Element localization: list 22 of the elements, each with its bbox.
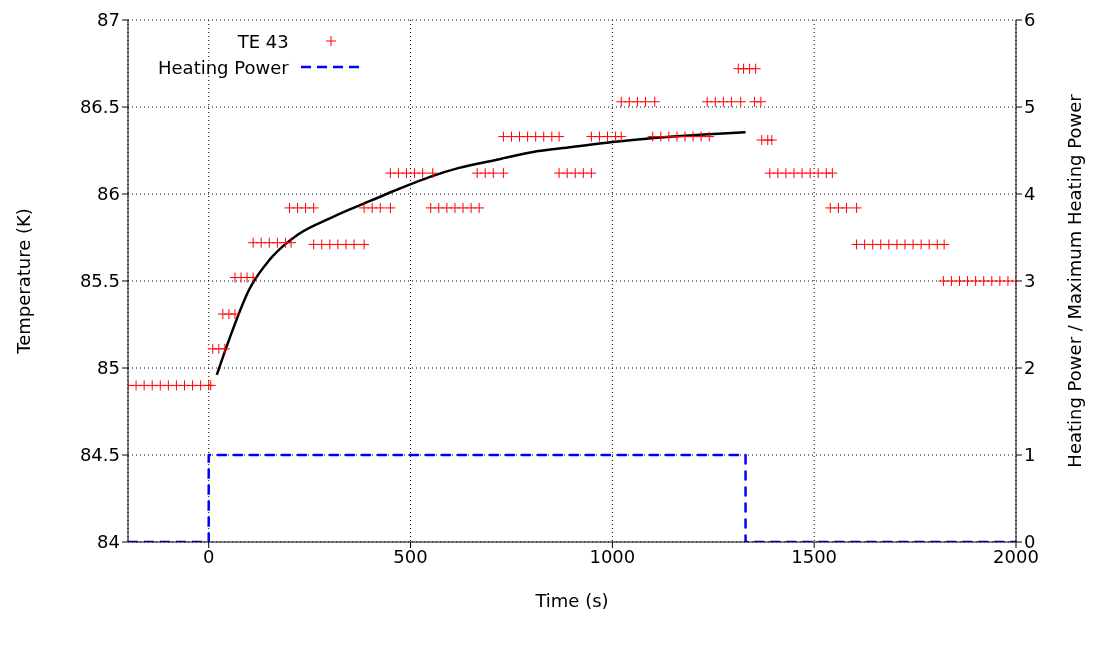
- y2-tick-label: 4: [1024, 183, 1036, 205]
- y-tick-label: 87: [97, 9, 120, 31]
- y2-tick-label: 1: [1024, 444, 1036, 466]
- y-tick-label: 85: [97, 357, 120, 379]
- x-tick-label: 0: [203, 545, 215, 567]
- y-tick-label: 84: [97, 531, 120, 553]
- x-tick-label: 1000: [589, 545, 636, 567]
- y-tick-label: 84.5: [79, 444, 120, 466]
- y-tick-label: 86.5: [79, 96, 120, 118]
- y2-tick-label: 2: [1024, 357, 1036, 379]
- x-tick-label: 500: [393, 545, 428, 567]
- y2-tick-label: 3: [1024, 270, 1036, 292]
- y-tick-label: 85.5: [79, 270, 120, 292]
- y2-tick-label: 5: [1024, 96, 1036, 118]
- y2-tick-label: 6: [1024, 9, 1036, 31]
- y-axis-title: Temperature (K): [13, 208, 35, 355]
- x-axis-title: Time (s): [534, 590, 609, 611]
- legend-label: TE 43: [237, 30, 289, 52]
- x-tick-label: 1500: [791, 545, 838, 567]
- y2-axis-title: Heating Power / Maximum Heating Power: [1064, 93, 1086, 468]
- y-tick-label: 86: [97, 183, 120, 205]
- legend-label: Heating Power: [158, 56, 289, 78]
